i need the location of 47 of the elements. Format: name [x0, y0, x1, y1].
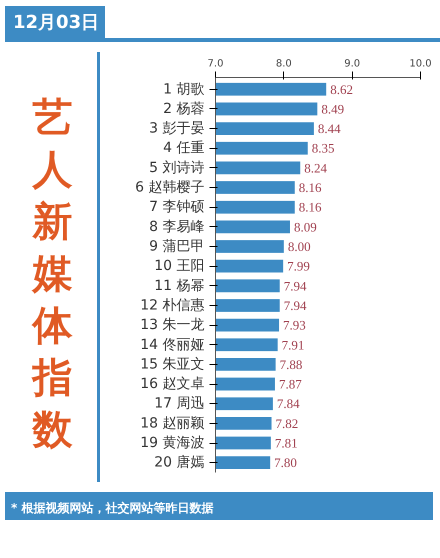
y-tick-label: 15 朱亚文: [140, 356, 204, 372]
y-tick-label: 18 赵丽颖: [140, 415, 204, 432]
data-label: 8.49: [321, 101, 344, 116]
data-label: 8.00: [288, 239, 311, 254]
data-label: 8.09: [294, 219, 317, 234]
data-label: 8.35: [312, 140, 334, 156]
data-label: 8.24: [304, 160, 328, 176]
y-tick-label: 6 赵韩樱子: [135, 180, 204, 196]
data-label: 8.62: [330, 82, 353, 97]
data-label: 7.84: [276, 396, 300, 412]
y-tick-label: 1 胡歌: [163, 81, 204, 98]
data-label: 7.99: [287, 258, 310, 274]
y-tick-label: 7 李钟硕: [149, 199, 204, 216]
y-tick-label: 11 杨幂: [154, 278, 204, 294]
y-tick-label: 12 朴信惠: [140, 297, 204, 314]
y-tick-label: 13 朱一龙: [140, 317, 204, 334]
data-label: 7.91: [282, 337, 304, 352]
x-tick-label: 10.0: [409, 58, 432, 70]
data-label: 8.44: [318, 121, 342, 136]
data-label: 7.94: [284, 278, 307, 294]
x-tick-label: 9.0: [344, 58, 360, 70]
y-tick-label: 14 佟丽娅: [140, 336, 204, 353]
text: 12月03日: [5, 6, 105, 40]
y-tick-label: 17 周迅: [154, 396, 204, 412]
data-label: 7.81: [274, 436, 298, 451]
y-tick-label: 5 刘诗诗: [149, 160, 204, 176]
data-label: 7.82: [276, 416, 298, 431]
data-label: 7.93: [283, 318, 306, 333]
data-label: 7.94: [284, 298, 307, 313]
y-tick-label: 20 唐嫣: [154, 454, 204, 471]
data-label: 7.80: [274, 455, 297, 470]
data-label: 8.16: [298, 200, 322, 215]
x-tick-label: 8.0: [276, 58, 292, 70]
y-tick-label: 19 黄海波: [140, 435, 204, 452]
y-tick-label: 9 蒲巴甲: [149, 238, 204, 255]
y-tick-label: 2 杨蓉: [163, 100, 204, 117]
text: 艺人新媒体指数: [30, 94, 74, 455]
y-tick-label: 4 任重: [163, 140, 204, 156]
y-tick-label: 16 赵文卓: [140, 376, 204, 392]
text: * 根据视频网站，社交网站等昨日数据: [5, 492, 433, 520]
y-tick-label: 3 彭于晏: [149, 120, 204, 137]
data-label: 7.87: [278, 376, 302, 392]
y-tick-label: 8 李易峰: [149, 218, 204, 235]
data-label: 7.88: [280, 356, 302, 372]
x-tick-label: 7.0: [208, 58, 224, 70]
data-label: 8.16: [298, 180, 322, 196]
y-tick-label: 10 王阳: [154, 258, 204, 274]
